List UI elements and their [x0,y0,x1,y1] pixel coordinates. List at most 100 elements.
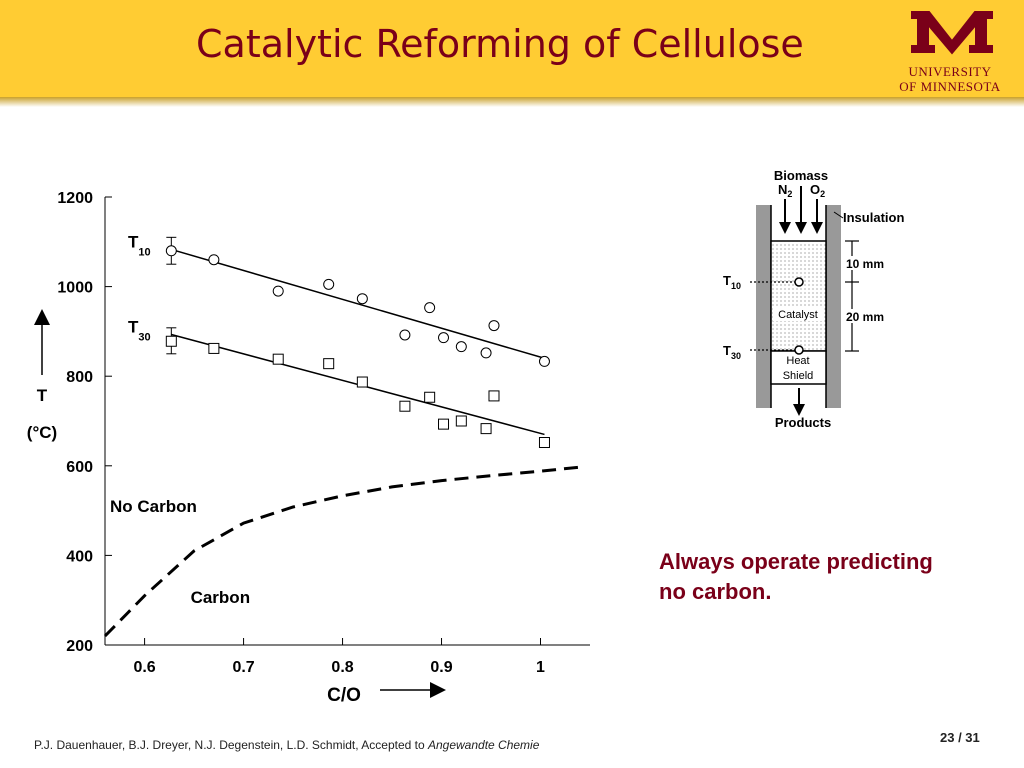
catalyst-label-box [773,307,824,321]
t30-point [488,390,500,402]
t30-point [480,423,492,435]
t30-label-main: T [128,318,139,337]
no-carbon-label: No Carbon [110,497,197,516]
x-tick-label: 0.9 [430,659,452,676]
header-bar [0,0,1024,97]
x-tick-label: 0.6 [133,659,155,676]
y-tick-label: 800 [66,369,93,386]
o2-main: O [810,182,820,197]
slide-title: Catalytic Reforming of Cellulose [196,22,804,66]
x-tick-label: 0.8 [331,659,353,676]
o2-sub: 2 [820,189,825,199]
citation: P.J. Dauenhauer, B.J. Dreyer, N.J. Degen… [34,738,539,752]
series-t30: T30 [128,318,550,449]
catalyst-label: Catalyst [778,309,818,321]
t10-point [272,285,284,297]
t30-main: T [723,343,731,358]
y-axis-label: T [37,386,48,405]
reactor-diagram: Biomass N2 O2 Catalyst Heat Shield Insul… [723,168,904,430]
y-tick-label: 1200 [57,190,93,207]
insulation-right [826,205,841,408]
t30-point [272,353,284,365]
series-t10: T10 [128,232,550,367]
t10-main: T [723,273,731,288]
products-label: Products [775,415,831,430]
t10-point [794,277,804,287]
callout-line-2: no carbon. [659,579,772,604]
chart-labels: No Carbon Carbon T (°C) C/O [27,309,446,706]
heat-label: Heat [786,355,809,367]
carbon-boundary-group [103,465,581,638]
t30-point [424,391,436,403]
carbon-boundary-line [103,465,581,638]
t30-point [438,418,450,430]
chart-axes: 200 400 600 800 1000 1200 0.6 0.7 0.8 0.9 1 [57,190,590,676]
insulation-label: Insulation [843,210,904,225]
insulation-leader [833,211,844,219]
header-shadow [0,97,1024,107]
x-tick-label: 0.7 [232,659,254,676]
citation-text: P.J. Dauenhauer, B.J. Dreyer, N.J. Degen… [34,738,428,752]
university-line-1: UNIVERSITY [908,64,992,79]
dim-20-label: 20 mm [846,310,884,324]
t10-point [399,329,411,341]
n2-sub: 2 [787,189,792,199]
t30-sub: 30 [731,351,741,361]
catalyst-bed [770,240,827,352]
carbon-label: Carbon [191,588,251,607]
dim-10-bg [844,256,896,270]
dim-20-bg [844,309,896,323]
t10-point [455,341,467,353]
t30-point [538,437,550,449]
t30-label-sub: 30 [138,332,150,344]
t30-point [208,342,220,354]
t30-label: T30 [723,343,741,361]
dim-10-label: 10 mm [846,257,884,271]
t10-point [356,293,368,305]
university-logo-icon [909,9,995,58]
t10-fit-line [171,248,545,359]
insulation-left [756,205,771,408]
t30-point [794,345,804,355]
y-tick-label: 400 [66,548,93,565]
citation-journal: Angewandte Chemie [427,738,540,752]
callout-line-1: Always operate predicting [659,549,933,574]
t10-point [438,332,450,344]
t10-point [480,347,492,359]
t10-series-label: T10 [128,232,151,258]
t10-point [424,302,436,314]
x-tick-label: 1 [536,659,545,676]
x-axis-label: C/O [327,685,361,706]
callout-text: Always operate predicting no carbon. [659,547,999,607]
y-tick-label: 1000 [57,280,93,297]
page-number: 23 / 31 [940,730,980,745]
t10-label-main: T [128,232,139,251]
t10-label-sub: 10 [138,246,150,258]
t10-point [488,320,500,332]
n2-label: N2 [778,182,792,199]
t10-point [165,245,177,257]
university-name: UNIVERSITY OF MINNESOTA [880,64,1020,94]
t30-point [165,335,177,347]
t30-point [455,415,467,427]
t10-point [538,355,550,367]
t10-point [323,278,335,290]
x-arrow-head [430,682,446,698]
t30-point [399,400,411,412]
y-axis-unit: (°C) [27,423,57,442]
o2-label: O2 [810,182,825,199]
t30-point [323,358,335,370]
y-tick-label: 200 [66,638,93,655]
n2-main: N [778,182,787,197]
shield-label: Shield [783,370,814,382]
t30-point [356,376,368,388]
t10-point [208,254,220,266]
y-arrow-head [34,309,50,325]
y-tick-label: 600 [66,459,93,476]
university-line-2: OF MINNESOTA [899,79,1001,94]
t10-label: T10 [723,273,741,291]
biomass-label: Biomass [774,168,828,183]
t30-series-label: T30 [128,318,151,344]
